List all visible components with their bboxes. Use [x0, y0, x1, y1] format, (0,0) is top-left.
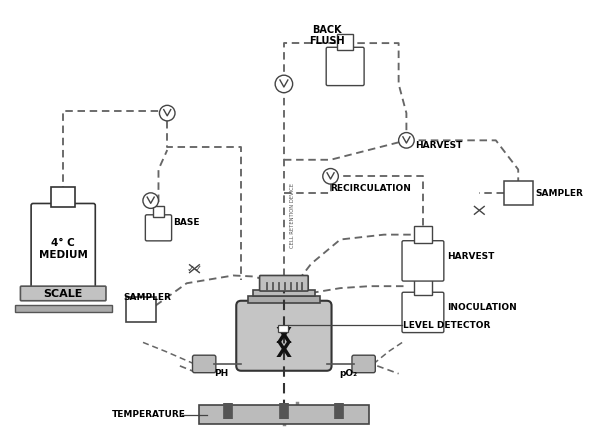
FancyBboxPatch shape: [402, 241, 444, 281]
FancyBboxPatch shape: [236, 301, 332, 371]
Text: ✓✓: ✓✓: [186, 264, 202, 274]
Bar: [248, 296, 320, 303]
Circle shape: [399, 133, 414, 148]
Text: PH: PH: [215, 369, 229, 378]
Bar: [414, 278, 432, 295]
Circle shape: [143, 193, 159, 208]
Text: 4° C
MEDIUM: 4° C MEDIUM: [39, 238, 88, 260]
Text: HARVEST: HARVEST: [415, 141, 463, 150]
Text: pO₂: pO₂: [339, 369, 357, 378]
Bar: [337, 34, 353, 50]
Text: X: X: [276, 327, 292, 347]
Circle shape: [323, 169, 338, 184]
Text: LEVEL DETECTOR: LEVEL DETECTOR: [404, 321, 491, 329]
FancyBboxPatch shape: [145, 215, 172, 241]
Bar: [51, 187, 76, 207]
FancyBboxPatch shape: [402, 292, 444, 333]
Bar: [199, 405, 369, 424]
Text: SCALE: SCALE: [44, 289, 83, 299]
FancyBboxPatch shape: [326, 47, 364, 86]
Text: BASE: BASE: [173, 218, 199, 226]
FancyBboxPatch shape: [352, 355, 375, 373]
Text: CELL RETENTION DEVICE: CELL RETENTION DEVICE: [290, 182, 295, 248]
Bar: [153, 206, 164, 217]
Circle shape: [159, 105, 175, 121]
Bar: [278, 325, 288, 332]
Circle shape: [275, 75, 293, 93]
Bar: [504, 181, 533, 206]
Text: SAMPLER: SAMPLER: [123, 293, 171, 302]
Text: RECIRCULATION: RECIRCULATION: [330, 184, 411, 194]
Bar: [414, 226, 432, 243]
FancyBboxPatch shape: [192, 355, 216, 373]
FancyBboxPatch shape: [21, 286, 106, 301]
Text: BACK
FLUSH: BACK FLUSH: [309, 24, 345, 46]
Bar: [126, 297, 156, 322]
Text: SAMPLER: SAMPLER: [536, 189, 584, 198]
Bar: [253, 290, 315, 296]
Text: TEMPERATURE: TEMPERATURE: [112, 410, 186, 419]
FancyBboxPatch shape: [260, 275, 308, 291]
Bar: [15, 305, 112, 313]
Text: X: X: [276, 341, 292, 361]
FancyBboxPatch shape: [31, 203, 95, 291]
Text: INOCULATION: INOCULATION: [447, 303, 517, 312]
Text: HARVEST: HARVEST: [447, 252, 494, 261]
